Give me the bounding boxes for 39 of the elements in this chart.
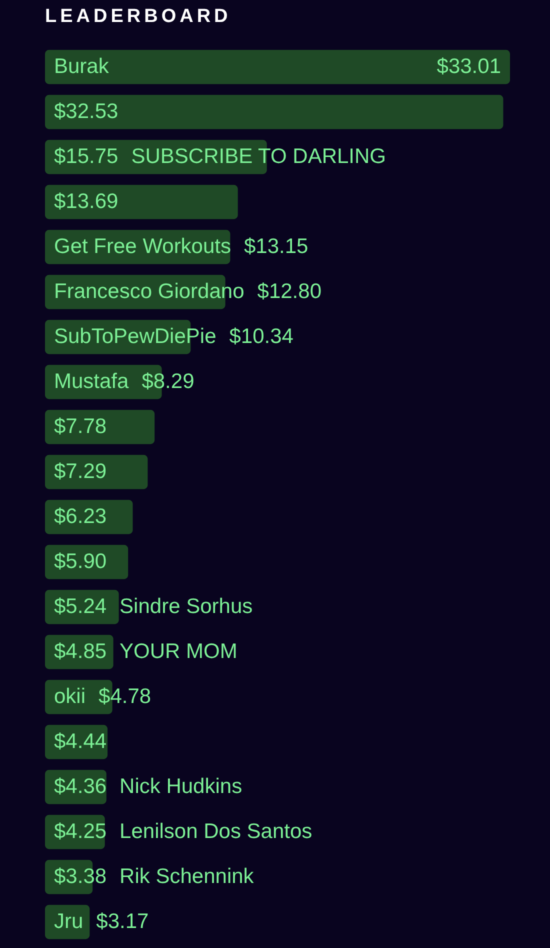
y-tick-label: Lenilson Dos Santos [120,820,312,843]
y-tick-label: YOUR MOM [120,640,238,663]
data-label: $4.36 [54,774,107,798]
data-label: $3.17 [96,910,149,933]
data-label: $10.34 [229,324,294,348]
bar [45,184,238,220]
bar [45,94,504,130]
y-tick-label: Mustafa [54,370,130,393]
bar [45,50,510,84]
data-label: $32.53 [54,100,118,123]
data-label: $3.38 [54,864,107,888]
data-label: $7.78 [54,414,107,438]
data-label: $4.78 [98,684,152,708]
data-label: $5.90 [54,550,107,573]
y-tick-label: Get Free Workouts [54,234,232,258]
data-label: $12.80 [257,280,322,303]
data-label: $4.44 [54,730,107,753]
data-label: $5.24 [54,594,107,618]
y-tick-label: SUBSCRIBE TO DARLING [131,144,386,168]
y-tick-label: SubToPewDiePie [54,324,216,348]
data-label: $4.85 [54,640,107,663]
y-tick-label: Jru [54,910,84,933]
y-tick-label: Burak [54,54,110,78]
chart-title: LEADERBOARD [45,6,232,27]
data-label: $15.75 [54,144,118,168]
data-label: $8.29 [142,370,194,393]
data-label: $4.25 [54,820,107,843]
data-label: $6.23 [54,504,107,528]
data-label: $33.01 [436,54,501,78]
bar [45,410,155,444]
y-tick-label: okii [54,684,86,708]
bar [45,454,148,490]
data-label: $13.69 [54,190,118,213]
y-tick-label: Sindre Sorhus [120,594,253,618]
y-tick-label: Rik Schennink [120,864,254,888]
data-label: $13.15 [244,234,308,258]
y-tick-label: Francesco Giordano [54,280,244,303]
y-tick-label: Nick Hudkins [120,774,242,798]
data-label: $7.29 [54,460,107,483]
